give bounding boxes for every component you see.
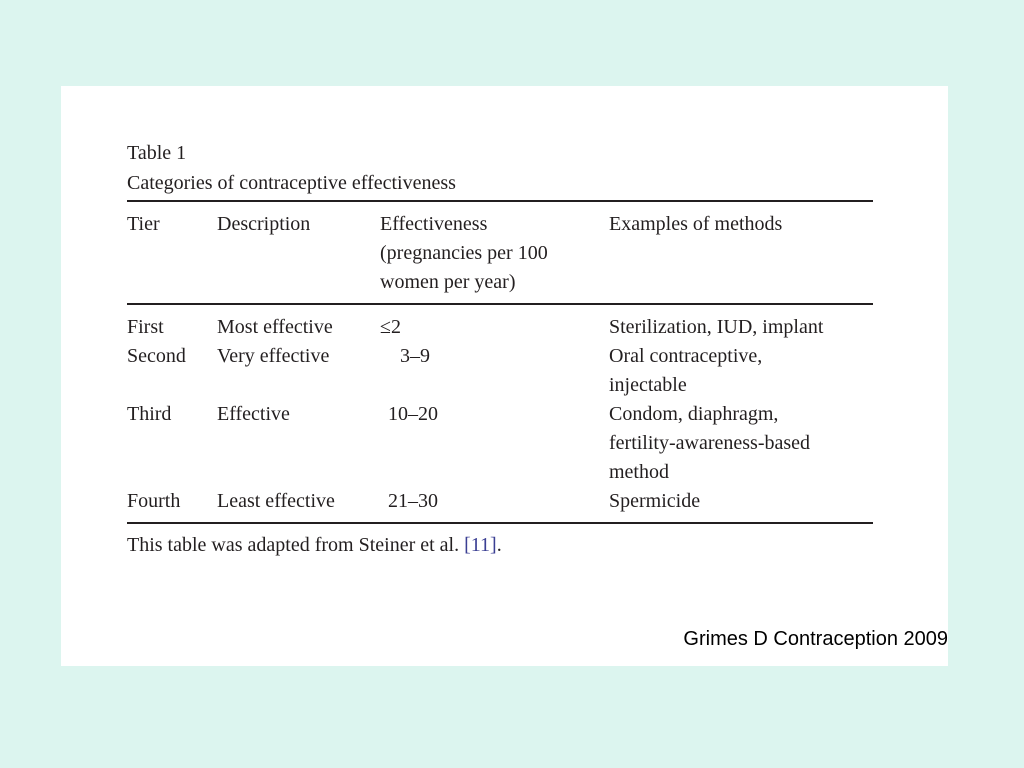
footnote-text: This table was adapted from Steiner et a… (127, 534, 465, 556)
cell-examples: Sterilization, IUD, implant (609, 305, 873, 342)
cell-examples-line: Condom, diaphragm, (609, 403, 779, 425)
cell-effectiveness: 21–30 (388, 490, 438, 512)
cell-description: Very effective (217, 345, 330, 367)
header-examples: Examples of methods (609, 213, 783, 235)
cell-description: Most effective (217, 316, 333, 338)
cell-examples: Condom, diaphragm, fertility-awareness-b… (609, 400, 873, 487)
table-bottom-rule (127, 522, 873, 524)
cell-tier: Second (127, 345, 186, 367)
cell-description: Least effective (217, 490, 335, 512)
table-footnote: This table was adapted from Steiner et a… (127, 530, 873, 560)
table-figure: Table 1 Categories of contraceptive effe… (127, 138, 873, 560)
effectiveness-table: Tier Description Effectiveness (pregnanc… (127, 202, 873, 303)
table-row: Second Very effective 3–9 Oral contracep… (127, 342, 873, 400)
table-label: Table 1 (127, 142, 187, 164)
cell-examples-line: Sterilization, IUD, implant (609, 316, 824, 338)
cell-examples-line: fertility-awareness-based (609, 432, 811, 454)
table-row: Fourth Least effective 21–30 Spermicide (127, 487, 873, 518)
table-row: First Most effective ≤2 Sterilization, I… (127, 305, 873, 342)
source-citation: Grimes D Contraception 2009 (683, 628, 948, 650)
cell-examples: Spermicide (609, 487, 873, 518)
cell-examples-line: Spermicide (609, 490, 701, 512)
header-effectiveness-line: Effectiveness (380, 213, 488, 235)
cell-description: Effective (217, 403, 290, 425)
cell-effectiveness: 10–20 (388, 403, 438, 425)
header-effectiveness-line: (pregnancies per 100 (380, 242, 548, 264)
cell-examples-line: method (609, 461, 669, 483)
table-top-rule (127, 200, 873, 202)
cell-tier: First (127, 316, 164, 338)
table-caption: Categories of contraceptive effectivenes… (127, 172, 456, 194)
table-image-panel: Table 1 Categories of contraceptive effe… (61, 86, 948, 666)
header-effectiveness: Effectiveness (pregnancies per 100 women… (380, 202, 609, 303)
reference-link[interactable]: [11] (464, 534, 497, 556)
table-header-rule (127, 303, 873, 305)
table-row: Third Effective 10–20 Condom, diaphragm,… (127, 400, 873, 487)
header-description: Description (217, 213, 311, 235)
cell-tier: Fourth (127, 490, 181, 512)
cell-effectiveness: 3–9 (400, 345, 430, 367)
cell-examples: Oral contraceptive, injectable (609, 342, 873, 400)
effectiveness-table-body: First Most effective ≤2 Sterilization, I… (127, 305, 873, 518)
cell-examples-line: injectable (609, 374, 687, 396)
header-effectiveness-line: women per year) (380, 271, 516, 293)
cell-examples-line: Oral contraceptive, (609, 345, 763, 367)
cell-effectiveness: ≤2 (380, 316, 401, 338)
table-header-row: Tier Description Effectiveness (pregnanc… (127, 202, 873, 303)
header-tier: Tier (127, 213, 160, 235)
footnote-end: . (496, 534, 502, 556)
cell-tier: Third (127, 403, 172, 425)
